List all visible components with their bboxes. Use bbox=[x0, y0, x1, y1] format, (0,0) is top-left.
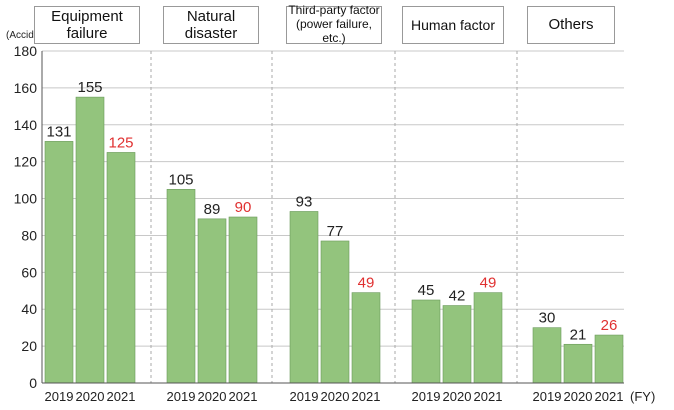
category-header-label: Human factor bbox=[410, 16, 496, 33]
data-label: 49 bbox=[358, 275, 375, 292]
data-label: 89 bbox=[204, 201, 221, 218]
bars-layer bbox=[44, 96, 624, 384]
x-tick-label: 2021 bbox=[352, 389, 381, 404]
y-axis-label: (Accidents) bbox=[6, 30, 56, 41]
bar bbox=[351, 292, 381, 384]
x-tick-label: 2020 bbox=[443, 389, 472, 404]
category-header: Human factor bbox=[402, 6, 504, 44]
x-tick-label: 2021 bbox=[474, 389, 503, 404]
category-header: Natural disaster bbox=[163, 6, 259, 44]
group-separators bbox=[150, 51, 518, 383]
x-tick-label: 2021 bbox=[229, 389, 258, 404]
x-tick-label: 2020 bbox=[198, 389, 227, 404]
bar bbox=[166, 189, 196, 384]
x-tick-label: 2021 bbox=[107, 389, 136, 404]
bar bbox=[442, 305, 472, 384]
data-label: 90 bbox=[235, 199, 252, 216]
data-label: 42 bbox=[449, 288, 466, 305]
x-tick-label: 2021 bbox=[595, 389, 624, 404]
x-tick-label: 2019 bbox=[45, 389, 74, 404]
bar bbox=[473, 292, 503, 384]
bar bbox=[289, 211, 319, 384]
grid-layer bbox=[42, 50, 624, 347]
category-header-label: Equipment failure bbox=[51, 7, 123, 42]
data-label: 49 bbox=[480, 275, 497, 292]
y-tick-label: 20 bbox=[21, 338, 37, 354]
data-label: 21 bbox=[570, 326, 587, 343]
axis-layer: (Accidents) (FY) 0 20 40 60 80 100 120 140 160 18… bbox=[6, 30, 655, 404]
x-tick-label: 2019 bbox=[533, 389, 562, 404]
bar bbox=[532, 327, 562, 384]
bar bbox=[563, 343, 593, 384]
x-tick-label: 2020 bbox=[321, 389, 350, 404]
x-axis-unit-label: (FY) bbox=[630, 389, 655, 404]
category-header-label: Third-party factor (power failure, etc.) bbox=[288, 3, 380, 45]
y-tick-label: 120 bbox=[14, 154, 38, 170]
x-tick-label: 2020 bbox=[564, 389, 593, 404]
data-label: 105 bbox=[168, 171, 193, 188]
bar bbox=[106, 152, 136, 384]
x-tick-label: 2020 bbox=[76, 389, 105, 404]
y-tick-label: 140 bbox=[14, 117, 38, 133]
y-tick-label: 40 bbox=[21, 301, 37, 317]
category-header: Equipment failure bbox=[34, 6, 140, 44]
x-tick-label: 2019 bbox=[167, 389, 196, 404]
y-tick-label: 80 bbox=[21, 227, 37, 243]
y-tick-label: 0 bbox=[29, 375, 37, 391]
bar bbox=[228, 216, 258, 384]
category-header-label: Natural disaster bbox=[184, 7, 238, 42]
bar bbox=[320, 240, 350, 384]
labels-layer: 131 2019 155 2020 125 2021 105 2019 89 2020 90 2021… bbox=[45, 79, 624, 404]
bar bbox=[44, 141, 74, 384]
category-header-label: Others bbox=[548, 16, 594, 34]
data-label: 155 bbox=[77, 79, 102, 96]
category-header: Others bbox=[527, 6, 615, 44]
data-label: 26 bbox=[601, 317, 618, 334]
data-label: 93 bbox=[296, 193, 313, 210]
category-header: Third-party factor (power failure, etc.) bbox=[286, 3, 382, 45]
data-label: 45 bbox=[418, 282, 435, 299]
data-label: 125 bbox=[108, 134, 133, 151]
bar bbox=[75, 96, 105, 384]
x-tick-label: 2019 bbox=[290, 389, 319, 404]
data-label: 30 bbox=[539, 310, 556, 327]
data-label: 131 bbox=[46, 123, 71, 140]
bar bbox=[197, 218, 227, 384]
bar bbox=[594, 334, 624, 384]
y-tick-label: 100 bbox=[14, 191, 38, 207]
y-tick-label: 160 bbox=[14, 80, 38, 96]
y-tick-label: 180 bbox=[14, 43, 38, 59]
y-tick-label: 60 bbox=[21, 264, 37, 280]
x-tick-label: 2019 bbox=[412, 389, 441, 404]
bar bbox=[411, 299, 441, 384]
data-label: 77 bbox=[327, 223, 344, 240]
